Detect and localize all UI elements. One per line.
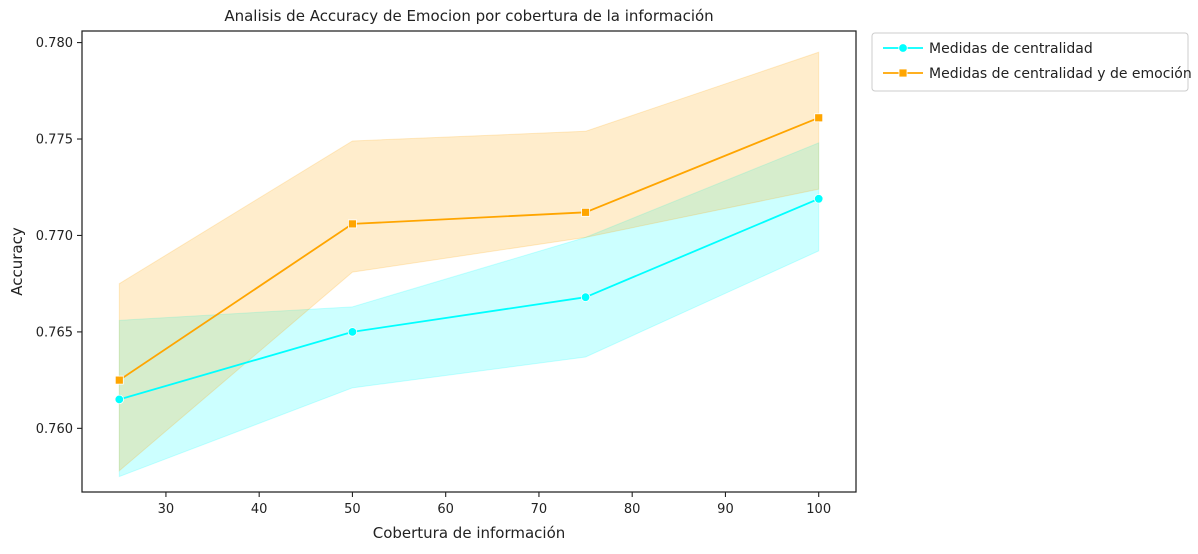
series-lines	[118, 116, 820, 401]
y-tick-label: 0.775	[36, 133, 73, 148]
legend-label: Medidas de centralidad	[929, 41, 1093, 57]
x-axis-ticks: 30 40 50 60 70 80 90 100	[158, 492, 831, 517]
x-tick-label: 90	[717, 502, 734, 517]
x-tick-label: 50	[344, 502, 361, 517]
legend: Medidas de centralidad Medidas de central…	[871, 32, 1192, 92]
data-point	[580, 292, 591, 302]
data-point	[348, 219, 357, 229]
series-line-2	[118, 116, 820, 381]
y-tick-label: 0.765	[36, 325, 73, 340]
data-point	[114, 375, 124, 385]
confidence-band-1	[118, 142, 820, 478]
legend-label: Medidas de centralidad y de emoción	[929, 66, 1192, 82]
chart-title: Analisis de Accuracy de Emocion por cobe…	[224, 7, 713, 25]
legend-frame	[871, 32, 1189, 92]
data-point	[813, 194, 824, 204]
confidence-band-2	[118, 51, 820, 472]
y-tick-label: 0.770	[36, 229, 73, 244]
x-tick-label: 40	[251, 502, 268, 517]
series-line-1	[119, 197, 820, 401]
data-point	[814, 113, 824, 123]
x-tick-label: 100	[806, 502, 831, 517]
y-axis-ticks: 0.760 0.765 0.770 0.775 0.780	[36, 36, 82, 437]
data-point	[347, 327, 358, 337]
confidence-bands	[118, 51, 820, 478]
y-axis-label: Accuracy	[8, 227, 26, 296]
x-tick-label: 30	[158, 502, 175, 517]
series-markers	[114, 113, 824, 405]
data-point	[114, 394, 125, 405]
data-point	[581, 207, 590, 217]
y-tick-label: 0.780	[36, 36, 73, 51]
x-axis-label: Cobertura de información	[373, 524, 566, 542]
x-tick-label: 60	[437, 502, 454, 517]
legend-marker	[898, 68, 908, 78]
plot-frame	[81, 30, 857, 493]
y-tick-label: 0.760	[36, 422, 73, 437]
legend-marker	[898, 43, 908, 53]
x-tick-label: 80	[624, 502, 641, 517]
x-tick-label: 70	[531, 502, 548, 517]
